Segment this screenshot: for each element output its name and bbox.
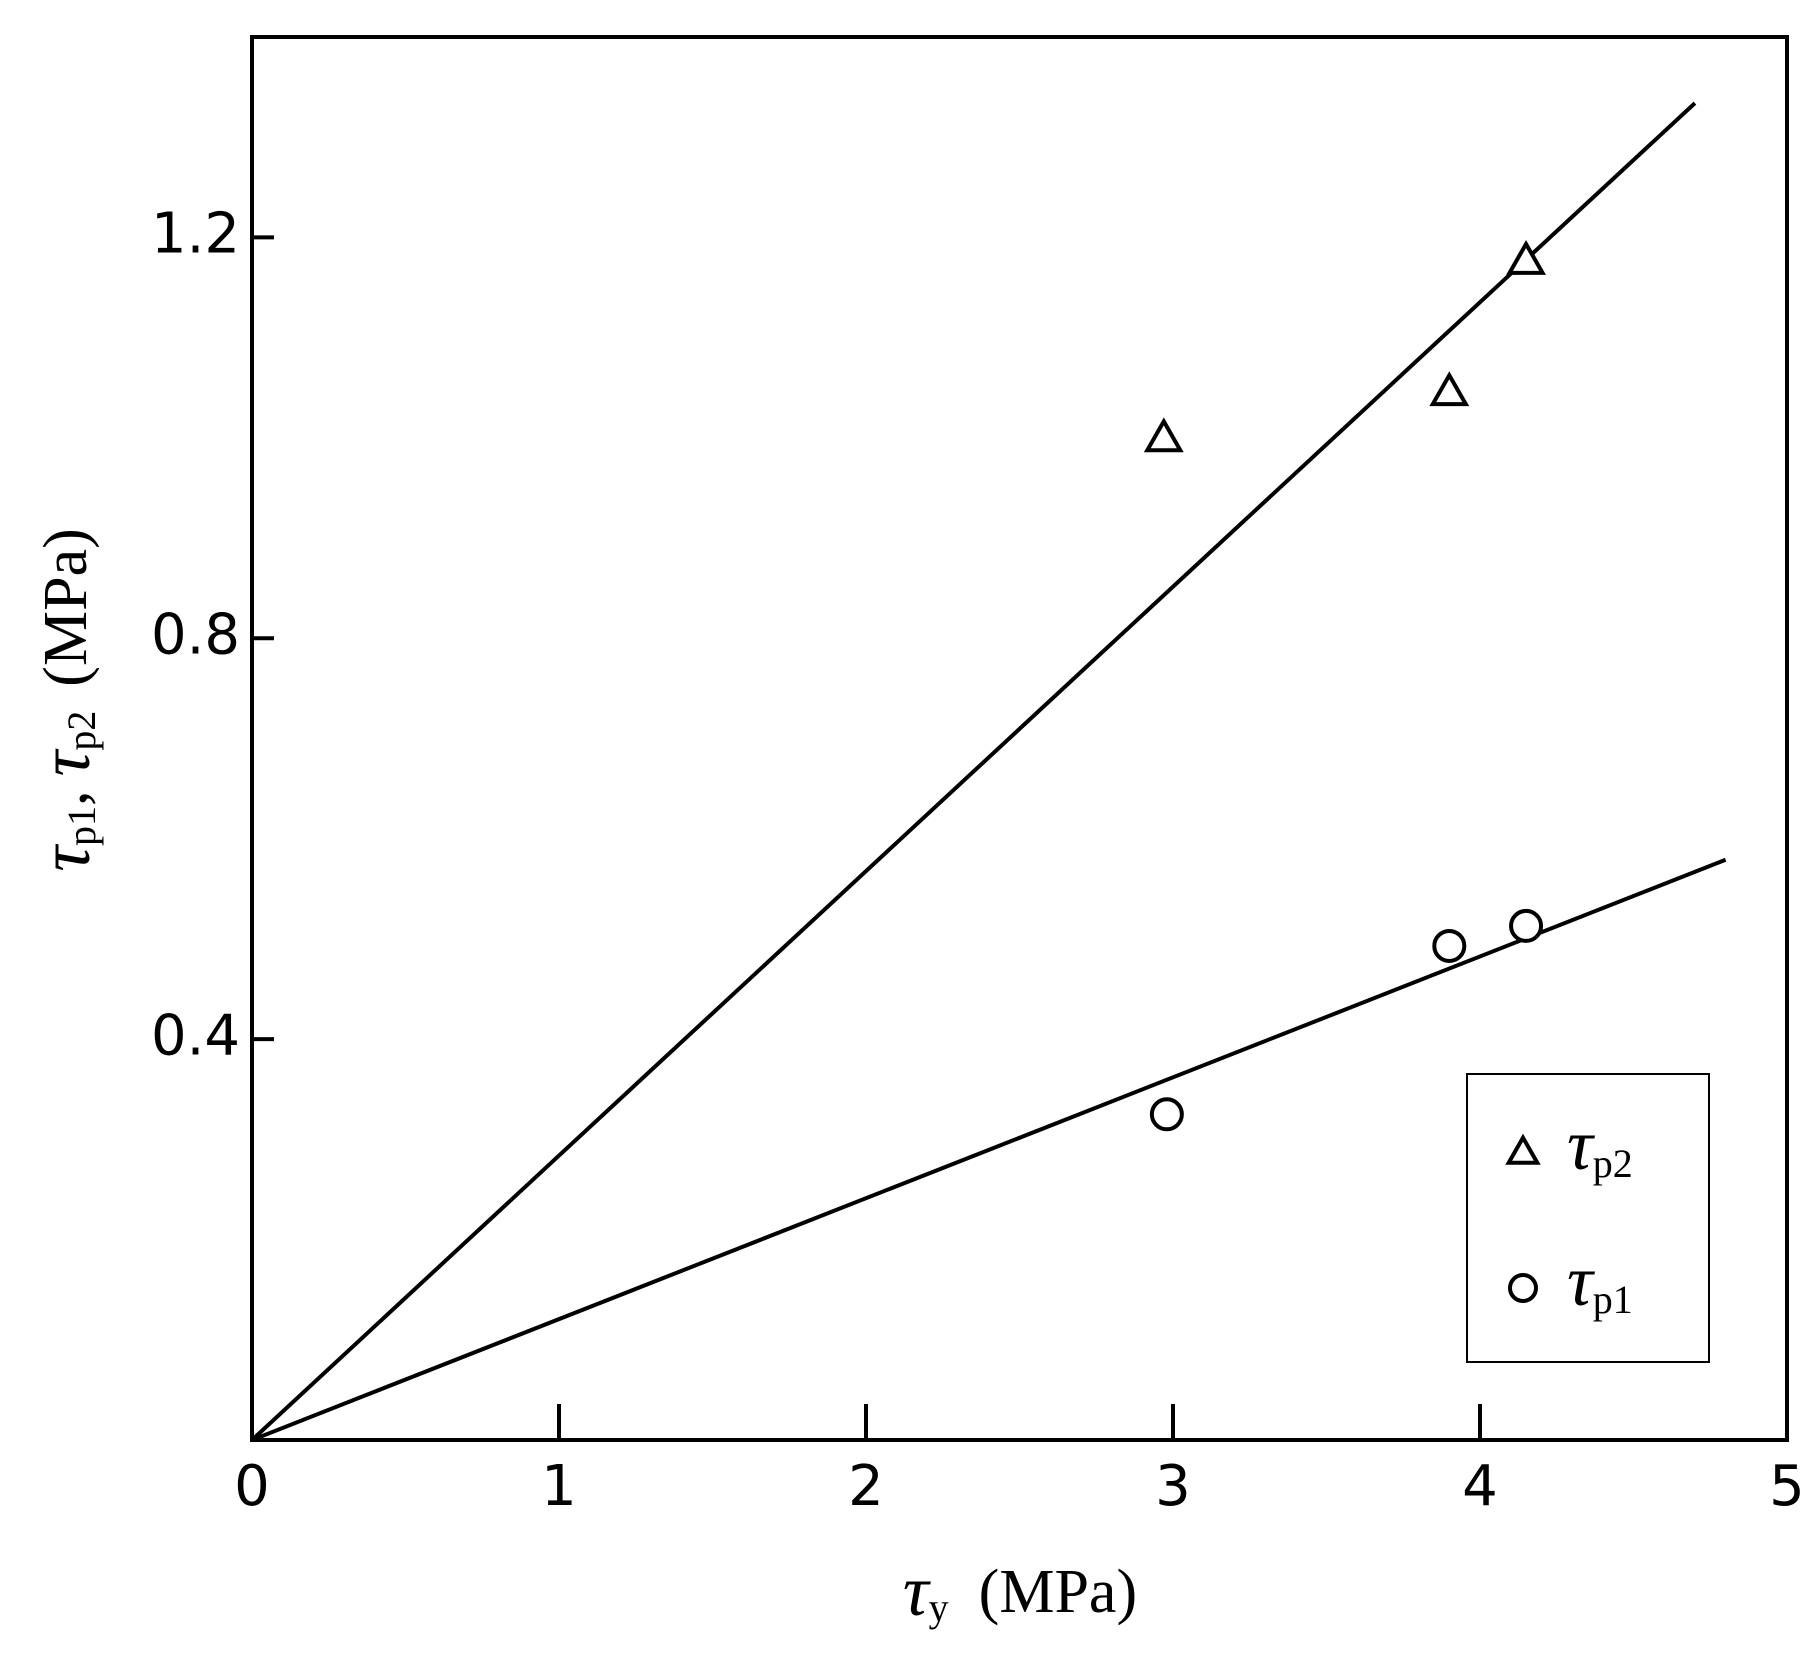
x-tick-label: 5 (1769, 1454, 1805, 1519)
data-point (1432, 928, 1467, 963)
y-label-symbol: τ (25, 748, 105, 776)
x-tick-label: 2 (848, 1454, 884, 1519)
legend-subscript: p2 (1593, 1141, 1633, 1186)
x-label-unit: (MPa) (979, 1558, 1137, 1626)
y-label-subscript: p1 (59, 806, 104, 846)
x-tick-label: 4 (1462, 1454, 1498, 1519)
y-tick-label: 0.8 (151, 602, 240, 667)
fit-line (251, 857, 1727, 1442)
legend-marker (1505, 1133, 1541, 1165)
x-tick-label: 0 (234, 1454, 270, 1519)
legend-subscript: p1 (1593, 1277, 1633, 1322)
y-label-separator: , (32, 790, 100, 806)
y-tick-label: 0.4 (151, 1003, 240, 1068)
legend-box (1466, 1073, 1710, 1363)
x-label-symbol: τ (903, 1551, 931, 1631)
legend-symbol: τ (1567, 1241, 1595, 1321)
x-tick-label: 3 (1155, 1454, 1191, 1519)
data-point (1149, 1097, 1184, 1132)
x-tick-label: 1 (541, 1454, 577, 1519)
x-label-subscript: y (929, 1585, 949, 1630)
data-point (1509, 908, 1544, 943)
data-point (1506, 239, 1546, 275)
fit-line (250, 101, 1697, 1442)
plot-frame (250, 35, 1789, 1442)
y-label-symbol: τ (25, 844, 105, 872)
legend-marker (1508, 1273, 1538, 1303)
data-point (1143, 417, 1184, 453)
y-label-subscript: p2 (59, 711, 104, 751)
x-axis-label: τy (MPa) (903, 1551, 1137, 1631)
y-label-unit: (MPa) (32, 528, 100, 686)
legend-label: τp1 (1567, 1241, 1633, 1323)
y-tick-label: 1.2 (151, 202, 240, 267)
y-axis-label: τp1,τp2(MPa) (25, 528, 105, 871)
legend-symbol: τ (1567, 1105, 1595, 1185)
legend-label: τp2 (1567, 1105, 1633, 1187)
data-point (1429, 371, 1470, 407)
